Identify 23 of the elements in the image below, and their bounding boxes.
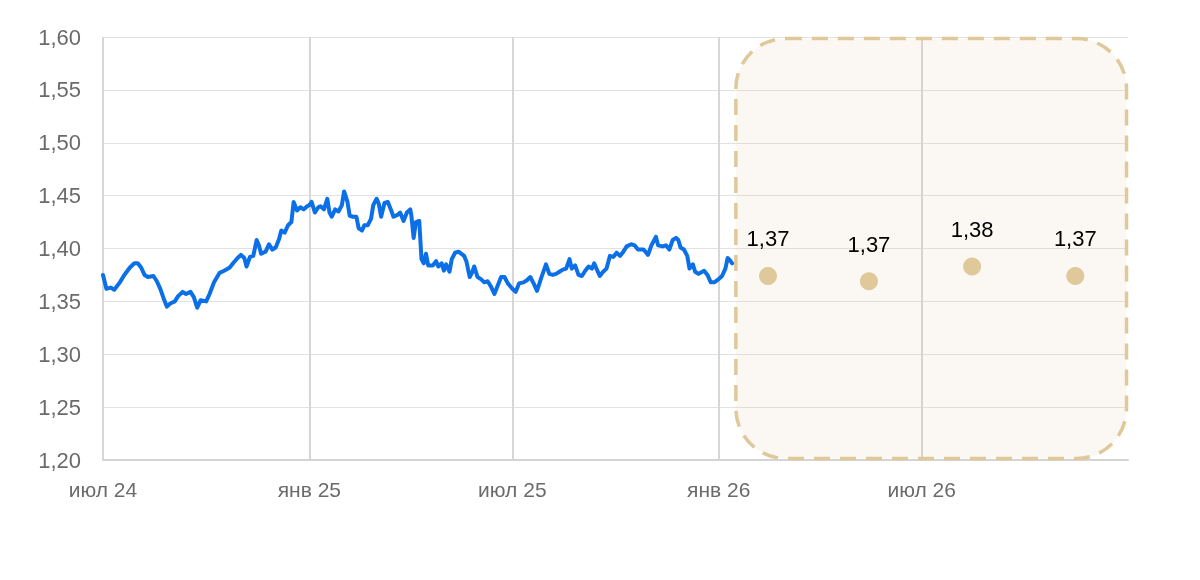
y-tick-label: 1,25 bbox=[38, 394, 81, 420]
y-tick-label: 1,55 bbox=[38, 77, 81, 103]
y-tick-label: 1,45 bbox=[38, 183, 81, 209]
x-tick-label: янв 26 bbox=[687, 478, 751, 501]
y-tick-label: 1,20 bbox=[38, 447, 81, 473]
data-label: 1,37 bbox=[847, 231, 891, 257]
line-series bbox=[101, 189, 735, 310]
data-label: 1,38 bbox=[950, 216, 994, 242]
y-tick-label: 1,60 bbox=[38, 24, 81, 50]
y-tick-label: 1,50 bbox=[38, 130, 81, 156]
point bbox=[1066, 267, 1085, 285]
x-tick-label: июл 25 bbox=[478, 478, 547, 501]
y-tick-label: 1,30 bbox=[38, 341, 81, 367]
data-label: 1,37 bbox=[746, 226, 790, 252]
x-tick-label: июл 26 bbox=[887, 478, 956, 501]
point bbox=[759, 267, 778, 285]
y-tick-label: 1,35 bbox=[38, 288, 81, 314]
x-tick-label: янв 25 bbox=[277, 478, 342, 501]
point bbox=[963, 257, 982, 276]
point bbox=[859, 272, 878, 291]
data-label: 1,37 bbox=[1053, 226, 1097, 252]
y-tick-label: 1,40 bbox=[38, 236, 81, 261]
x-tick-label: июл 24 bbox=[68, 478, 138, 501]
